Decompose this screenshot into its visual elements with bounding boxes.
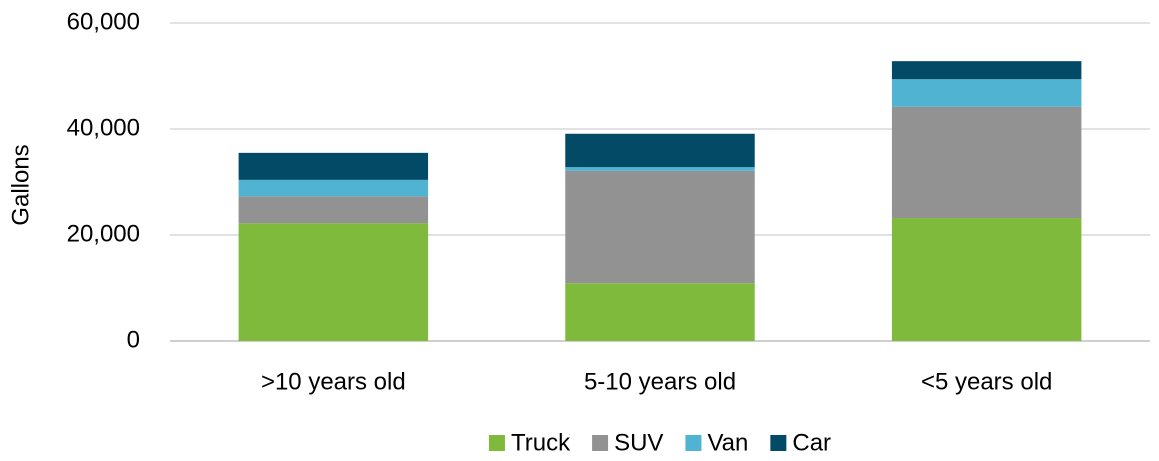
legend-swatch	[592, 435, 609, 451]
y-tick-label: 0	[127, 326, 140, 353]
legend-label: SUV	[614, 429, 663, 456]
x-tick-label: 5-10 years old	[584, 368, 736, 395]
bar-segment	[565, 283, 755, 341]
legend-label: Van	[707, 429, 748, 456]
bar-segment	[565, 167, 755, 171]
bar-segment	[238, 196, 429, 224]
x-tick-label: >10 years old	[261, 368, 406, 395]
bar-segment	[891, 106, 1082, 219]
bar-segment	[891, 218, 1082, 341]
bar-segment	[238, 179, 429, 197]
y-tick-label: 20,000	[67, 220, 140, 247]
legend-swatch	[770, 435, 787, 451]
legend-swatch	[488, 435, 505, 451]
bar-segment	[565, 170, 755, 284]
legend-label: Car	[792, 429, 831, 456]
bar-segment	[891, 61, 1082, 80]
y-axis-label: Gallons	[7, 144, 34, 225]
bar-segment	[238, 152, 429, 180]
legend-label: Truck	[511, 429, 571, 456]
legend-swatch	[685, 435, 702, 451]
x-tick-label: <5 years old	[921, 368, 1052, 395]
bar-segment	[891, 79, 1082, 107]
bar-segment	[238, 223, 429, 341]
bar-segment	[565, 133, 755, 168]
y-tick-label: 40,000	[67, 114, 140, 141]
y-tick-label: 60,000	[67, 8, 140, 35]
